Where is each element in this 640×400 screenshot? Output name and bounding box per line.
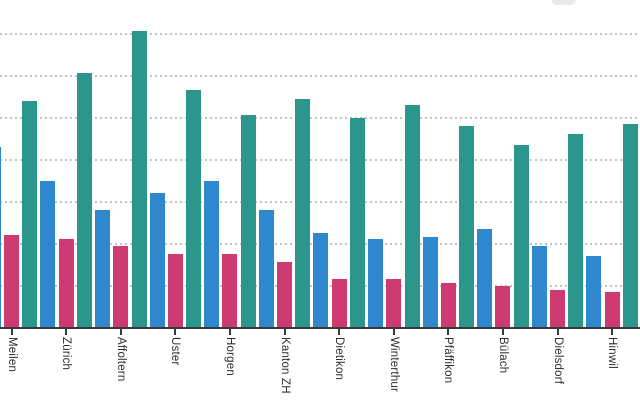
- x-axis-label-horgen: Horgen: [223, 337, 236, 376]
- bar-pink-z-rich[interactable]: [58, 239, 74, 328]
- x-axis-label-uster: Uster: [169, 337, 182, 366]
- x-axis-label-meilen: Meilen: [5, 337, 18, 373]
- bar-teal-dietikon[interactable]: [349, 117, 365, 328]
- bar-blue-uster[interactable]: [149, 193, 165, 328]
- bar-pink-kanton-zh[interactable]: [277, 262, 292, 328]
- x-axis-label-z-rich: Zürich: [60, 337, 73, 371]
- bar-teal-uster[interactable]: [186, 90, 202, 328]
- x-axis-tick: [447, 329, 450, 335]
- x-axis-label-winterthur: Winterthur: [387, 337, 400, 393]
- x-axis-line: [0, 326, 640, 329]
- bar-pink-meilen[interactable]: [4, 235, 19, 328]
- bar-teal-horgen[interactable]: [240, 115, 256, 328]
- bar-blue-z-rich[interactable]: [40, 180, 56, 328]
- x-axis-tick: [283, 329, 286, 335]
- bar-blue-affoltern[interactable]: [94, 209, 110, 328]
- x-axis-label-b-lach: Bülach: [496, 337, 509, 374]
- bar-blue-hinwil[interactable]: [586, 256, 602, 328]
- bar-teal-meilen[interactable]: [22, 100, 38, 328]
- bar-blue-dietikon[interactable]: [313, 233, 329, 328]
- x-axis-tick: [228, 329, 231, 335]
- x-axis-tick: [556, 329, 559, 335]
- bar-teal-kanton-zh[interactable]: [295, 98, 311, 328]
- bar-pink-affoltern[interactable]: [113, 245, 129, 328]
- bar-teal-affoltern[interactable]: [131, 31, 147, 328]
- bar-teal-hinwil[interactable]: [622, 123, 638, 328]
- bar-pink-hinwil[interactable]: [604, 291, 620, 328]
- bar-pink-dielsdorf[interactable]: [550, 289, 565, 328]
- bar-pink-horgen[interactable]: [222, 254, 238, 328]
- x-axis-tick: [65, 329, 68, 335]
- x-axis-tick: [611, 329, 614, 335]
- bar-blue-dielsdorf[interactable]: [531, 245, 547, 328]
- cropped-ui-element: [551, 0, 576, 5]
- x-axis-label-dielsdorf: Dielsdorf: [551, 337, 564, 385]
- bar-blue-meilen[interactable]: [0, 146, 1, 328]
- x-axis-tick: [174, 329, 177, 335]
- bar-teal-dielsdorf[interactable]: [568, 134, 584, 328]
- bar-teal-pf-ffikon[interactable]: [459, 125, 475, 328]
- gridline-y-60: [0, 74, 640, 77]
- gridline-y-70: [0, 32, 640, 35]
- bar-teal-z-rich[interactable]: [76, 73, 92, 328]
- bar-pink-winterthur[interactable]: [386, 279, 402, 328]
- bar-pink-b-lach[interactable]: [495, 285, 511, 328]
- x-axis-tick: [10, 329, 13, 335]
- bar-blue-horgen[interactable]: [204, 180, 220, 328]
- gridline-y-40: [0, 158, 640, 161]
- bar-teal-b-lach[interactable]: [513, 144, 529, 328]
- bar-pink-pf-ffikon[interactable]: [440, 283, 456, 328]
- bar-blue-pf-ffikon[interactable]: [422, 237, 438, 328]
- x-axis-tick: [501, 329, 504, 335]
- x-axis-label-pf-ffikon: Pfäffikon: [442, 337, 455, 384]
- x-axis-tick: [392, 329, 395, 335]
- x-axis-tick: [119, 329, 122, 335]
- x-axis-label-affoltern: Affoltern: [114, 337, 127, 382]
- x-axis-label-hinwil: Hinwil: [606, 337, 619, 369]
- bar-blue-kanton-zh[interactable]: [258, 209, 274, 328]
- gridline-y-50: [0, 116, 640, 119]
- x-axis-tick: [338, 329, 341, 335]
- x-axis-label-dietikon: Dietikon: [333, 337, 346, 381]
- bar-pink-uster[interactable]: [167, 254, 183, 328]
- gridline-y-30: [0, 200, 640, 203]
- x-axis-label-kanton-zh: Kanton ZH: [278, 337, 291, 394]
- bar-teal-winterthur[interactable]: [404, 104, 420, 328]
- bar-blue-b-lach[interactable]: [477, 228, 493, 328]
- bar-blue-winterthur[interactable]: [367, 239, 383, 328]
- bar-pink-dietikon[interactable]: [331, 279, 347, 328]
